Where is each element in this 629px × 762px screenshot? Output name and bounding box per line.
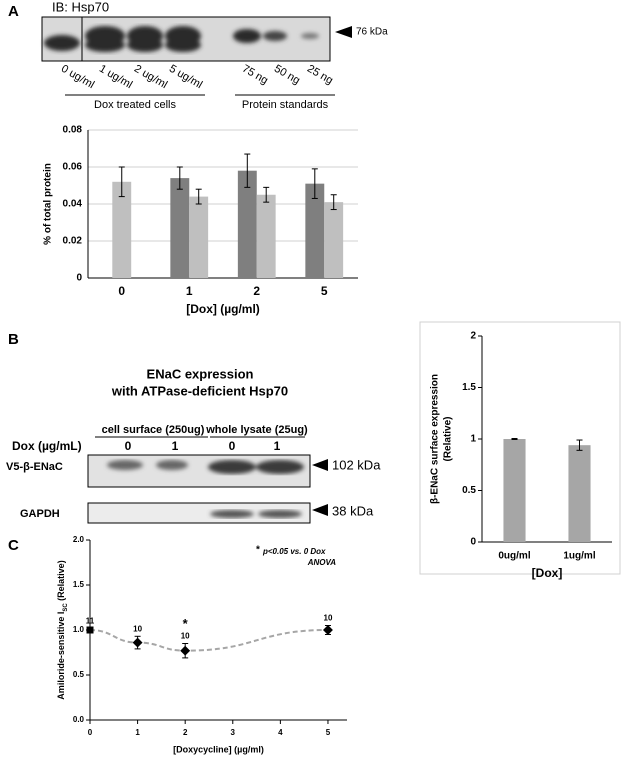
marker-label: 102 kDa <box>332 457 381 472</box>
y-tick-label: 2 <box>470 331 476 342</box>
blot <box>87 454 311 524</box>
lane-label: 1 ug/ml <box>97 63 134 91</box>
row-label: V5-β-ENaC <box>6 461 63 473</box>
panel-label: A <box>8 3 19 20</box>
point <box>132 637 143 648</box>
lane-label: 5 ug/ml <box>167 63 204 91</box>
y-tick-label: 1.5 <box>462 382 476 393</box>
x-tick-label: 5 <box>321 284 328 298</box>
y-tick-label: 1.5 <box>73 580 85 589</box>
y-tick-label: 0.5 <box>462 485 476 496</box>
y-axis-title-part: (Relative) <box>56 560 66 603</box>
x-tick-label: 0 <box>118 284 125 298</box>
x-tick-label: 0 <box>88 728 93 737</box>
x-tick-label: 1ug/ml <box>563 551 595 562</box>
bar <box>568 445 591 542</box>
x-tick-label: 0ug/ml <box>498 551 530 562</box>
point <box>86 626 94 634</box>
panel-label: B <box>8 331 19 348</box>
note: ANOVA <box>307 558 337 567</box>
dose-label: Dox (µg/mL) <box>12 439 82 453</box>
y-tick-label: 1.0 <box>73 625 85 634</box>
bar <box>170 178 190 278</box>
dose: 1 <box>274 439 281 453</box>
y-tick-label: 1 <box>470 434 476 445</box>
lane-label: 50 ng <box>272 63 302 87</box>
y-tick-label: 2.0 <box>73 535 85 544</box>
y-tick-label: 0.08 <box>63 125 83 136</box>
fraction-label: whole lysate (25ug) <box>205 424 308 436</box>
chart-frame <box>419 321 621 575</box>
y-axis-title-part: SC <box>63 603 69 612</box>
y-axis-title: Amiloride-sensitive ISC (Relative) <box>56 560 68 699</box>
fraction-label: cell surface (250ug) <box>102 424 205 436</box>
lane-label: 25 ng <box>305 63 335 87</box>
y-tick-label: 0.02 <box>63 236 83 247</box>
note-star: * <box>256 545 260 556</box>
bar <box>503 439 526 542</box>
lane-label: 75 ng <box>240 63 270 87</box>
x-tick-label: 2 <box>183 728 188 737</box>
arrow <box>312 504 328 516</box>
y-axis-title: β-ENaC surface expression <box>430 374 441 504</box>
y-tick-label: 0.06 <box>63 162 83 173</box>
y-axis-title: % of total protein <box>43 163 54 245</box>
blot-title: ENaC expression <box>147 366 254 381</box>
y-tick-label: 0.0 <box>73 715 85 724</box>
bar <box>189 196 209 278</box>
x-tick-label: 2 <box>253 284 260 298</box>
x-tick-label: 1 <box>135 728 140 737</box>
group-label: Protein standards <box>242 99 329 111</box>
line <box>89 629 328 652</box>
bar <box>237 170 257 278</box>
blot-title: with ATPase-deficient Hsp70 <box>111 383 288 398</box>
y-tick-label: 0.04 <box>63 199 83 210</box>
x-tick-label: 5 <box>326 728 331 737</box>
x-tick-label: 4 <box>278 728 283 737</box>
x-axis-title: [Dox] <box>532 566 563 580</box>
marker-label: 38 kDa <box>332 503 374 518</box>
panel-label: C <box>8 537 19 554</box>
x-axis-title: [Doxycycline] (µg/ml) <box>173 744 264 754</box>
dose: 0 <box>125 439 132 453</box>
x-tick-label: 3 <box>231 728 236 737</box>
lane-label: 0 ug/ml <box>59 63 96 91</box>
n-label: 10 <box>133 624 142 633</box>
x-axis-title: [Dox] (µg/ml) <box>186 302 260 316</box>
arrow <box>335 26 352 38</box>
y-axis-title-part: Amiloride-sensitive I <box>56 612 66 700</box>
arrow <box>312 459 328 471</box>
y-axis-title: (Relative) <box>443 416 454 461</box>
x-tick-label: 1 <box>186 284 193 298</box>
lane-label: 2 ug/ml <box>132 63 169 91</box>
y-tick-label: 0.5 <box>73 670 85 679</box>
y-tick-label: 0 <box>470 537 476 548</box>
bar <box>305 183 325 278</box>
group-label: Dox treated cells <box>94 99 176 111</box>
dose: 1 <box>172 439 179 453</box>
marker-label: 76 kDa <box>356 27 388 38</box>
point <box>180 645 191 656</box>
blot-title: IB: Hsp70 <box>52 0 109 14</box>
point <box>323 625 333 635</box>
dose: 0 <box>229 439 236 453</box>
bar <box>324 202 344 278</box>
row-label: GAPDH <box>20 508 60 520</box>
significance-mark: * <box>183 616 189 631</box>
n-label: 10 <box>181 632 190 641</box>
bar <box>256 194 276 278</box>
blot <box>41 16 331 62</box>
y-tick-label: 0 <box>76 273 82 284</box>
note: p<0.05 vs. 0 Dox <box>262 547 326 556</box>
n-label: 10 <box>324 614 333 623</box>
n-label: 11 <box>86 616 95 625</box>
bar <box>112 181 132 278</box>
